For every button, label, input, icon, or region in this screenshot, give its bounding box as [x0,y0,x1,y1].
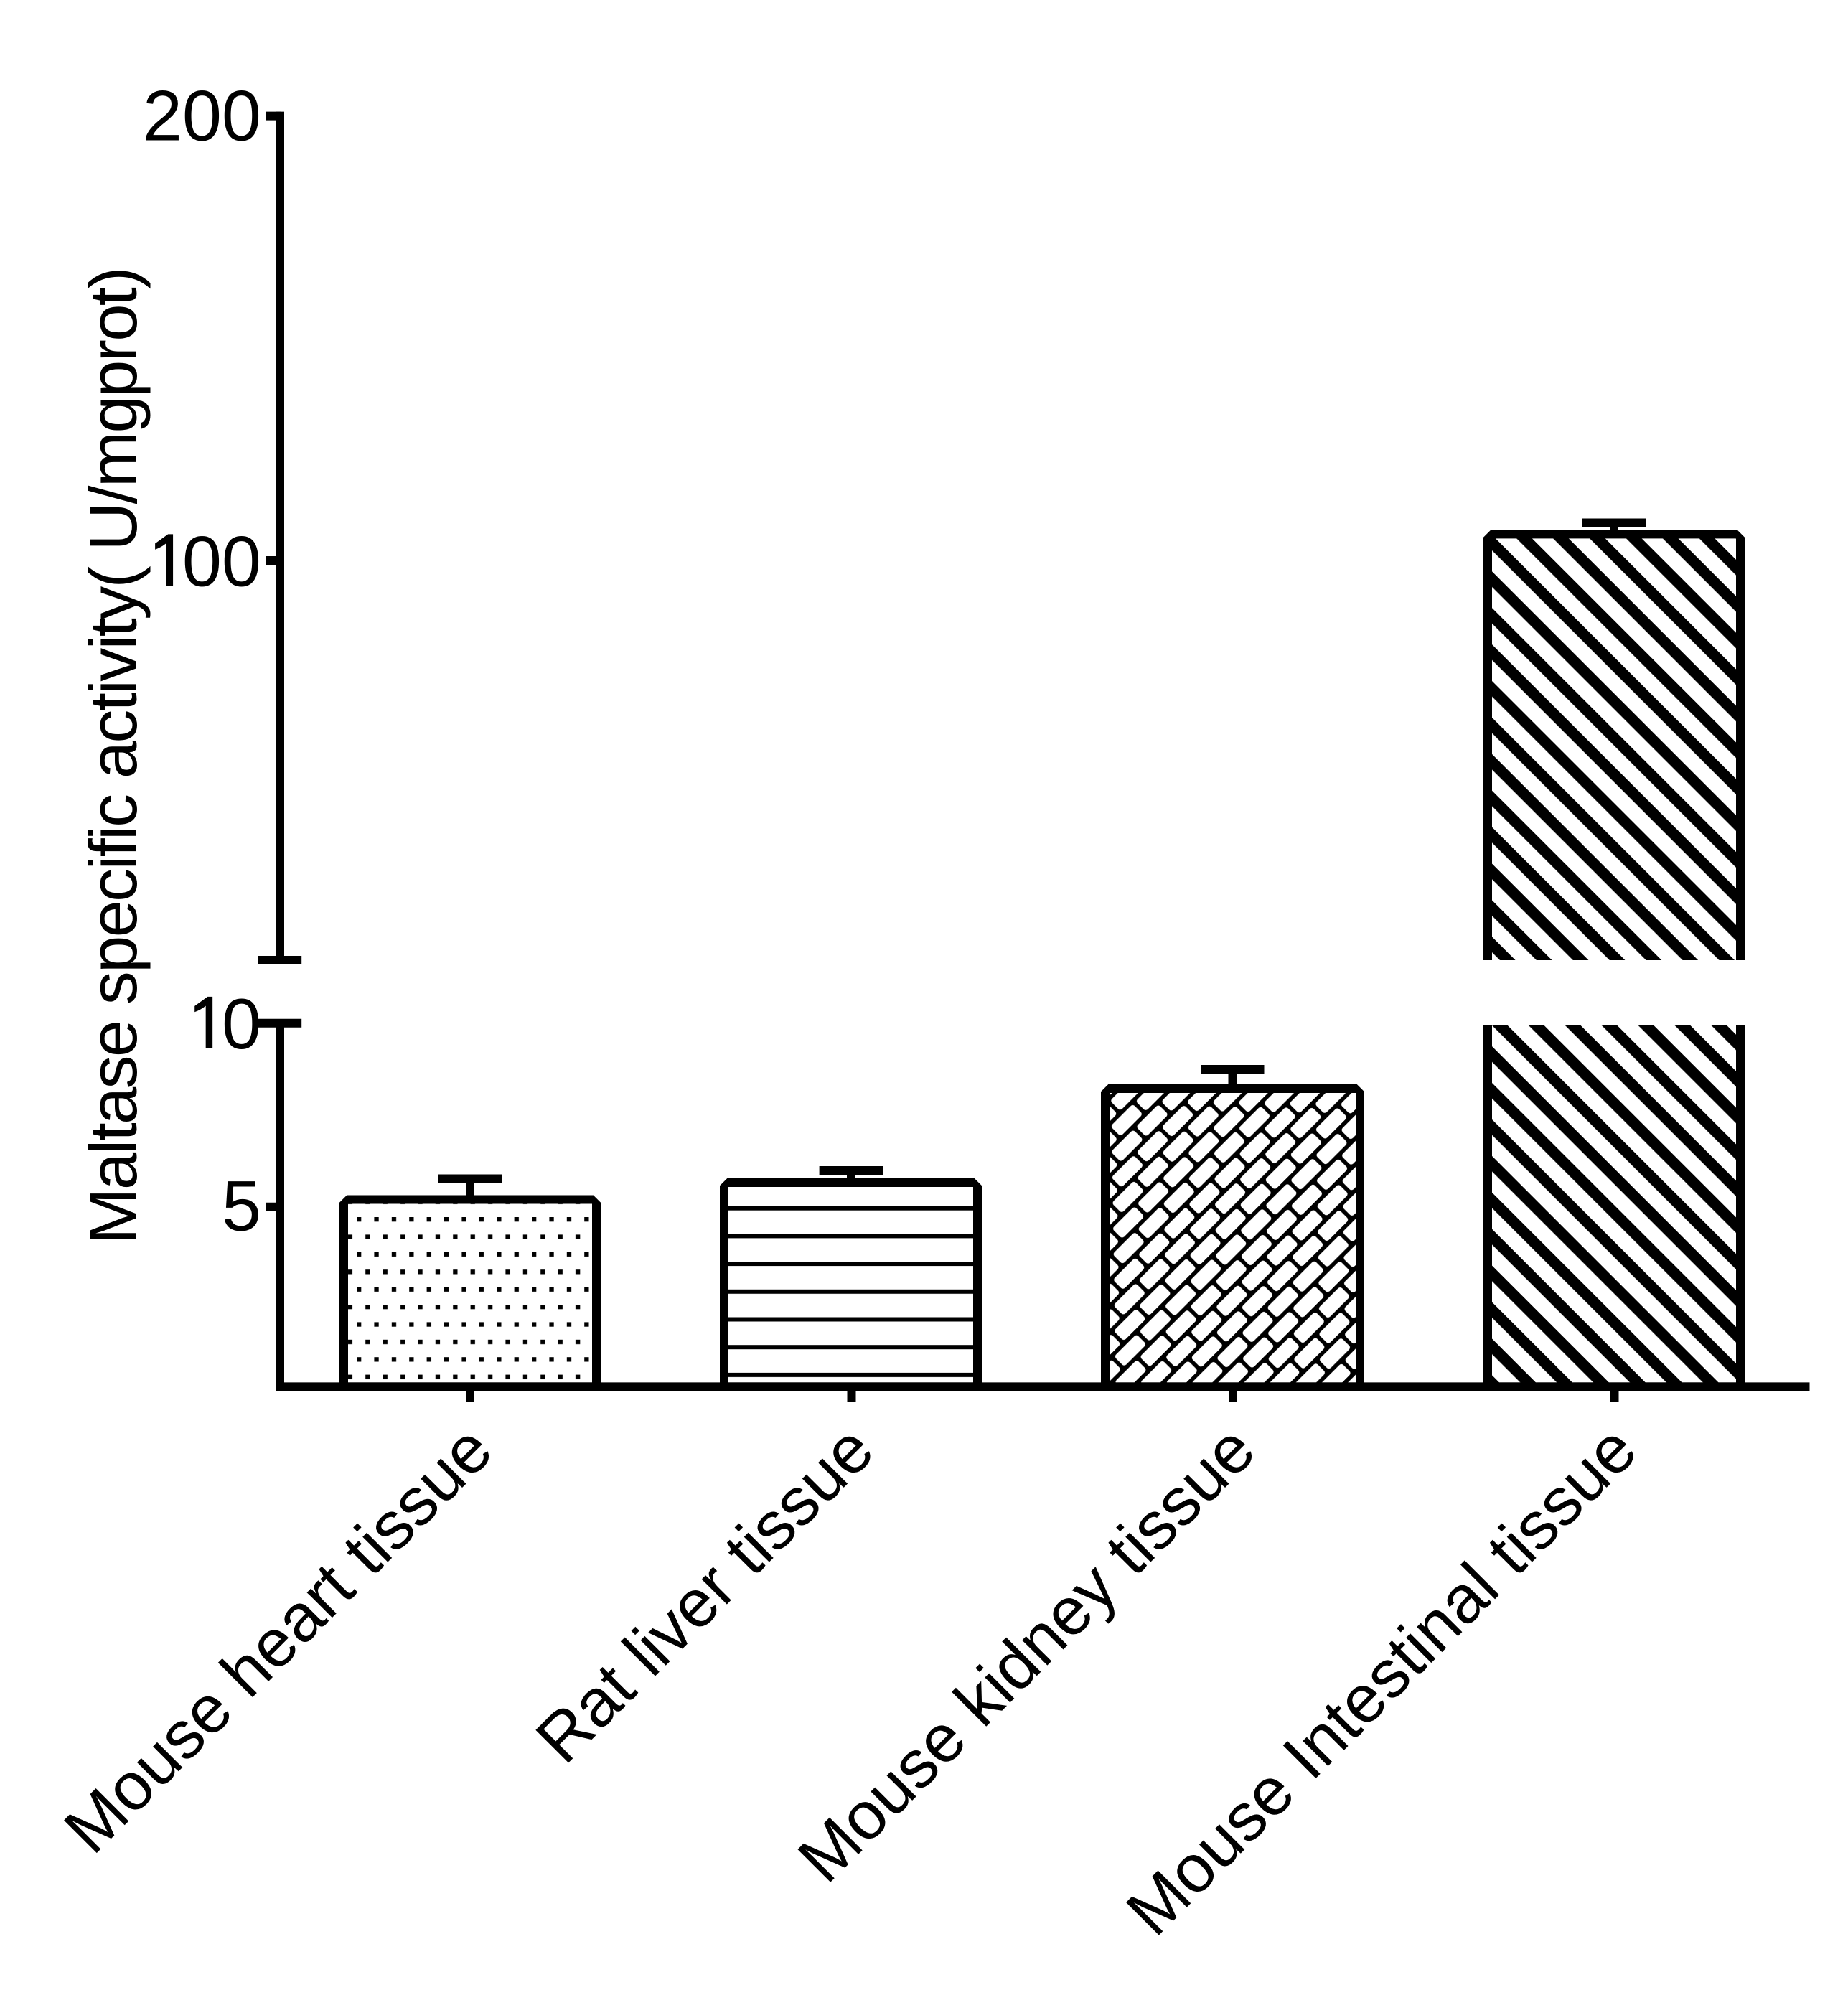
svg-text:0: 0 [222,984,261,1064]
svg-text:Rat liver tissue: Rat liver tissue [522,1411,888,1777]
svg-text:00: 00 [182,522,261,601]
svg-text:Mouse heart tissue: Mouse heart tissue [50,1411,506,1867]
svg-text:5: 5 [222,1166,261,1246]
svg-text:200: 200 [143,76,261,156]
svg-text:Maltase specific activity( U/m: Maltase specific activity( U/mgprot) [75,268,151,1244]
